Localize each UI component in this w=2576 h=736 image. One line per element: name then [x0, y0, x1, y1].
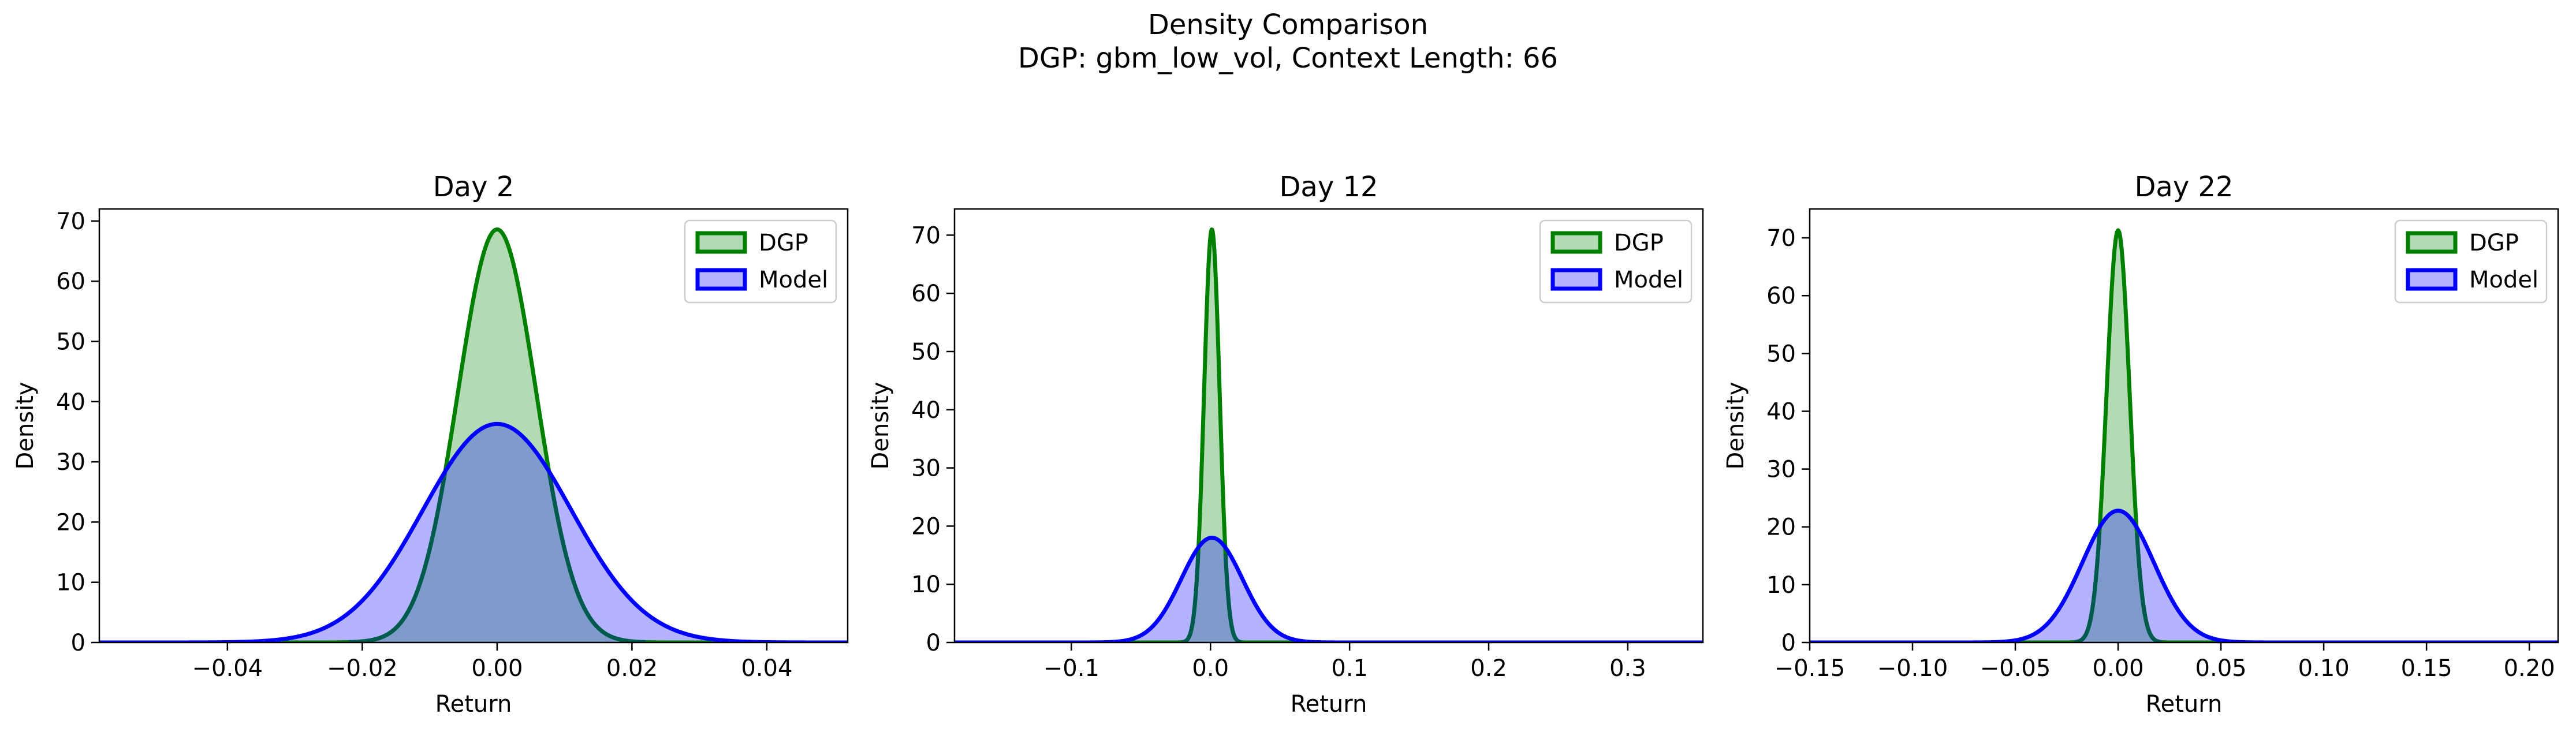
model-density-fill — [955, 537, 1703, 642]
suptitle-line-1: Density Comparison — [1147, 9, 1429, 41]
x-tick-label: −0.04 — [192, 655, 263, 682]
y-tick-label: 70 — [1766, 225, 1796, 252]
panel-title: Day 2 — [433, 171, 515, 203]
y-tick-label: 60 — [56, 268, 85, 295]
model-density-fill — [1810, 510, 2558, 642]
panel-title: Day 22 — [2134, 171, 2233, 203]
y-tick-label: 70 — [56, 208, 85, 235]
x-tick-label: 0.00 — [471, 655, 523, 682]
x-axis-label: Return — [1291, 691, 1367, 718]
y-tick-label: 50 — [56, 328, 85, 355]
y-tick-label: 40 — [911, 397, 941, 424]
overlap-fill — [955, 537, 1703, 642]
dgp-line-overlap-segment — [2074, 531, 2102, 642]
y-tick-label: 30 — [911, 455, 941, 482]
x-tick-label: −0.1 — [1043, 655, 1099, 682]
x-axis-label: Return — [2146, 691, 2223, 718]
x-tick-label: 0.04 — [741, 655, 792, 682]
y-tick-label: 20 — [56, 509, 85, 536]
legend-swatch-model — [1550, 268, 1602, 291]
y-tick-label: 40 — [1766, 398, 1796, 425]
legend-swatch-model — [695, 268, 747, 291]
y-tick-label: 10 — [911, 571, 941, 598]
legend-label-model: Model — [1614, 267, 1683, 293]
x-tick-label: 0.0 — [1192, 655, 1229, 682]
legend-label-dgp: DGP — [1614, 230, 1664, 256]
y-tick-label: 10 — [1766, 572, 1796, 599]
y-tick-label: 60 — [911, 281, 941, 307]
suptitle-line-2: DGP: gbm_low_vol, Context Length: 66 — [1017, 42, 1559, 74]
legend-label-dgp: DGP — [759, 230, 808, 256]
x-tick-label: −0.15 — [1775, 655, 1846, 682]
legend-swatch-dgp — [1550, 231, 1602, 254]
y-axis-label: Density — [12, 382, 39, 469]
panel-2: −0.1 0.0 0.1 0.2 0.3 0 10 20 30 40 50 60 70 Day 12 Ret… — [867, 171, 1704, 718]
x-tick-label: 0.00 — [2093, 655, 2144, 682]
y-tick-label: 30 — [1766, 457, 1796, 483]
legend-label-model: Model — [2469, 267, 2538, 293]
model-density-line — [1810, 509, 2558, 642]
y-axis-label: Density — [1723, 382, 1749, 469]
overlap-fill — [99, 424, 848, 642]
axes-frame — [953, 208, 1704, 644]
panel-3: −0.15 −0.10 −0.05 0.00 0.05 0.10 0.15 0.20 0 10 20… — [1723, 171, 2559, 718]
panel-title: Day 12 — [1279, 171, 1378, 203]
plot-area — [1810, 228, 2558, 642]
dgp-line-overlap-segment — [1223, 554, 1242, 642]
legend-swatch-dgp — [2406, 231, 2458, 254]
legend: DGP Model — [2394, 219, 2548, 304]
x-tick-label: −0.10 — [1877, 655, 1948, 682]
figure-suptitle: Density Comparison DGP: gbm_low_vol, Con… — [0, 8, 2576, 75]
y-tick-label: 50 — [1766, 341, 1796, 367]
legend: DGP Model — [684, 219, 837, 304]
panel-1: −0.04 −0.02 0.00 0.02 0.04 0 10 20 30 40 50 60 70 Day… — [12, 171, 849, 718]
legend-label-model: Model — [759, 267, 828, 293]
y-tick-label: 0 — [1781, 630, 1796, 656]
y-tick-label: 0 — [926, 630, 941, 656]
x-tick-label: −0.02 — [327, 655, 398, 682]
x-tick-label: 0.02 — [606, 655, 658, 682]
x-axis-label: Return — [435, 691, 512, 718]
legend-swatch-dgp — [695, 231, 747, 254]
legend-label-dgp: DGP — [2469, 230, 2519, 256]
axes-frame — [98, 208, 849, 644]
x-tick-label: −0.05 — [1980, 655, 2051, 682]
y-tick-label: 20 — [1766, 514, 1796, 541]
x-tick-label: 0.05 — [2195, 655, 2247, 682]
x-tick-label: 0.2 — [1470, 655, 1507, 682]
x-tick-label: 0.10 — [2298, 655, 2350, 682]
x-tick-label: 0.20 — [2504, 655, 2555, 682]
dgp-density-line — [99, 227, 848, 642]
dgp-line-overlap-segment — [547, 473, 646, 642]
y-tick-label: 60 — [1766, 283, 1796, 309]
y-tick-label: 70 — [911, 222, 941, 249]
x-tick-label: 0.3 — [1609, 655, 1646, 682]
legend: DGP Model — [1539, 219, 1693, 304]
y-tick-label: 10 — [56, 570, 85, 596]
x-tick-label: 0.15 — [2401, 655, 2452, 682]
x-tick-label: 0.1 — [1331, 655, 1368, 682]
y-tick-label: 40 — [56, 389, 85, 416]
dgp-line-overlap-segment — [1181, 552, 1201, 642]
dgp-line-overlap-segment — [349, 471, 448, 642]
dgp-line-overlap-segment — [2135, 533, 2163, 642]
y-tick-label: 20 — [911, 513, 941, 540]
axes-frame — [1809, 208, 2559, 644]
y-tick-label: 0 — [71, 630, 85, 656]
y-tick-label: 30 — [56, 449, 85, 476]
y-tick-label: 50 — [911, 339, 941, 365]
model-density-line — [955, 536, 1703, 642]
legend-swatch-model — [2406, 268, 2458, 291]
y-axis-label: Density — [867, 382, 894, 469]
